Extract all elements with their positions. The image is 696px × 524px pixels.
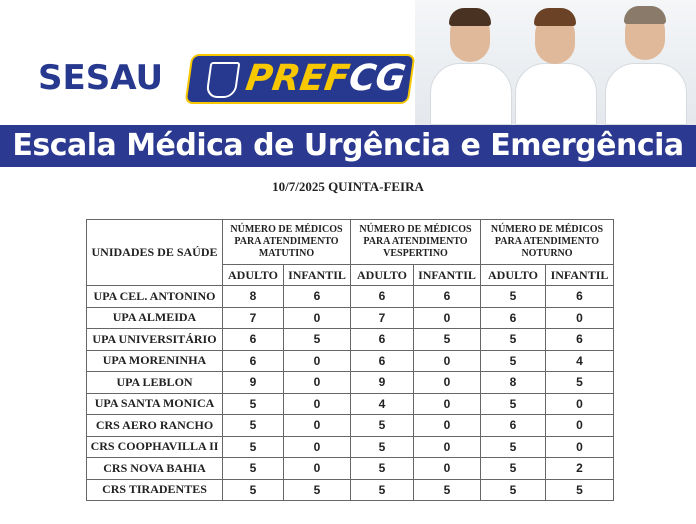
unit-name: UPA CEL. ANTONINO xyxy=(86,285,223,308)
doctor-count: 0 xyxy=(283,349,351,372)
unit-name: UPA LEBLON xyxy=(86,371,223,394)
unit-name: UPA ALMEIDA xyxy=(86,306,223,329)
unit-name: CRS AERO RANCHO xyxy=(86,414,223,437)
city-crest-icon xyxy=(205,62,241,98)
doctor-count: 0 xyxy=(545,392,614,415)
table-row: CRS NOVA BAHIA 5 0 5 0 5 2 xyxy=(86,457,614,480)
doctor-count: 0 xyxy=(413,457,481,480)
sub-header: ADULTO xyxy=(222,264,284,286)
logo-cg: CG xyxy=(346,58,409,99)
doctor-count: 0 xyxy=(283,371,351,394)
doctor-count: 8 xyxy=(480,371,546,394)
logo-pref: PREF xyxy=(243,58,353,99)
doctor-count: 5 xyxy=(480,285,546,308)
doctor-count: 0 xyxy=(545,414,614,437)
sub-header: INFANTIL xyxy=(283,264,351,286)
doctor-count: 5 xyxy=(222,414,284,437)
doctor-count: 6 xyxy=(222,328,284,351)
doctor-count: 5 xyxy=(413,328,481,351)
unit-header: UNIDADES DE SAÚDE xyxy=(86,219,223,286)
group-header-noturno: NÚMERO DE MÉDICOS PARA ATENDIMENTO NOTUR… xyxy=(480,219,614,265)
doctor-count: 5 xyxy=(545,371,614,394)
doctor-count: 5 xyxy=(283,478,351,501)
doctor-count: 5 xyxy=(222,435,284,458)
doctor-count: 5 xyxy=(480,349,546,372)
table-row: CRS AERO RANCHO 5 0 5 0 6 0 xyxy=(86,414,614,437)
doctor-count: 0 xyxy=(283,306,351,329)
doctor-count: 9 xyxy=(350,371,414,394)
doctor-count: 5 xyxy=(222,392,284,415)
doctor-count: 0 xyxy=(413,349,481,372)
unit-name: UPA MORENINHA xyxy=(86,349,223,372)
doctor-count: 5 xyxy=(283,328,351,351)
doctor-count: 0 xyxy=(545,306,614,329)
doctor-count: 5 xyxy=(480,457,546,480)
unit-name: CRS NOVA BAHIA xyxy=(86,457,223,480)
doctor-count: 9 xyxy=(222,371,284,394)
doctor-count: 5 xyxy=(413,478,481,501)
doctor-count: 0 xyxy=(283,435,351,458)
doctor-count: 7 xyxy=(350,306,414,329)
doctor-count: 0 xyxy=(545,435,614,458)
unit-name: CRS COOPHAVILLA II xyxy=(86,435,223,458)
doctor-count: 6 xyxy=(222,349,284,372)
table-row: CRS COOPHAVILLA II 5 0 5 0 5 0 xyxy=(86,435,614,458)
doctor-count: 5 xyxy=(350,457,414,480)
doctor-count: 5 xyxy=(222,478,284,501)
doctor-count: 4 xyxy=(350,392,414,415)
group-header-vespertino: NÚMERO DE MÉDICOS PARA ATENDIMENTO VESPE… xyxy=(350,219,481,265)
doctor-count: 0 xyxy=(413,392,481,415)
page-title: Escala Médica de Urgência e Emergência xyxy=(0,125,696,167)
doctor-count: 6 xyxy=(350,285,414,308)
sub-header: INFANTIL xyxy=(545,264,614,286)
doctor-count: 5 xyxy=(350,478,414,501)
table-row: UPA CEL. ANTONINO 8 6 6 6 5 6 xyxy=(86,285,614,308)
table-row: UPA LEBLON 9 0 9 0 8 5 xyxy=(86,371,614,394)
table-row: UPA ALMEIDA 7 0 7 0 6 0 xyxy=(86,306,614,329)
doctor-count: 5 xyxy=(350,435,414,458)
doctor-count: 6 xyxy=(480,414,546,437)
table-row: UPA MORENINHA 6 0 6 0 5 4 xyxy=(86,349,614,372)
doctor-count: 2 xyxy=(545,457,614,480)
doctor-count: 6 xyxy=(283,285,351,308)
doctor-count: 0 xyxy=(413,414,481,437)
doctor-count: 0 xyxy=(283,392,351,415)
sesau-logo: SESAU xyxy=(38,58,164,98)
doctor-count: 5 xyxy=(480,478,546,501)
doctor-count: 5 xyxy=(480,392,546,415)
sub-header: ADULTO xyxy=(350,264,414,286)
unit-name: UPA UNIVERSITÁRIO xyxy=(86,328,223,351)
doctor-count: 6 xyxy=(413,285,481,308)
doctor-count: 5 xyxy=(222,457,284,480)
unit-name: UPA SANTA MONICA xyxy=(86,392,223,415)
doctor-count: 0 xyxy=(413,371,481,394)
table-row: UPA SANTA MONICA 5 0 4 0 5 0 xyxy=(86,392,614,415)
doctor-count: 5 xyxy=(350,414,414,437)
doctor-count: 6 xyxy=(545,328,614,351)
sub-header: ADULTO xyxy=(480,264,546,286)
doctor-count: 4 xyxy=(545,349,614,372)
doctor-count: 0 xyxy=(413,306,481,329)
schedule-date: 10/7/2025 QUINTA-FEIRA xyxy=(272,179,424,194)
doctor-count: 6 xyxy=(350,349,414,372)
doctor-count: 5 xyxy=(480,435,546,458)
unit-name: CRS TIRADENTES xyxy=(86,478,223,501)
prefcg-logo: PREFCG xyxy=(184,54,416,104)
doctor-count: 7 xyxy=(222,306,284,329)
doctor-count: 0 xyxy=(413,435,481,458)
table-row: UPA UNIVERSITÁRIO 6 5 6 5 5 6 xyxy=(86,328,614,351)
doctor-count: 0 xyxy=(283,414,351,437)
doctor-count: 5 xyxy=(545,478,614,501)
doctor-count: 6 xyxy=(545,285,614,308)
schedule-table: UNIDADES DE SAÚDE NÚMERO DE MÉDICOS PARA… xyxy=(86,219,614,501)
sub-header: INFANTIL xyxy=(413,264,481,286)
doctor-count: 8 xyxy=(222,285,284,308)
doctor-count: 0 xyxy=(283,457,351,480)
table-row: CRS TIRADENTES 5 5 5 5 5 5 xyxy=(86,478,614,501)
doctors-photo xyxy=(415,0,696,125)
doctor-count: 6 xyxy=(350,328,414,351)
doctor-count: 5 xyxy=(480,328,546,351)
group-header-matutino: NÚMERO DE MÉDICOS PARA ATENDIMENTO MATUT… xyxy=(222,219,351,265)
doctor-count: 6 xyxy=(480,306,546,329)
